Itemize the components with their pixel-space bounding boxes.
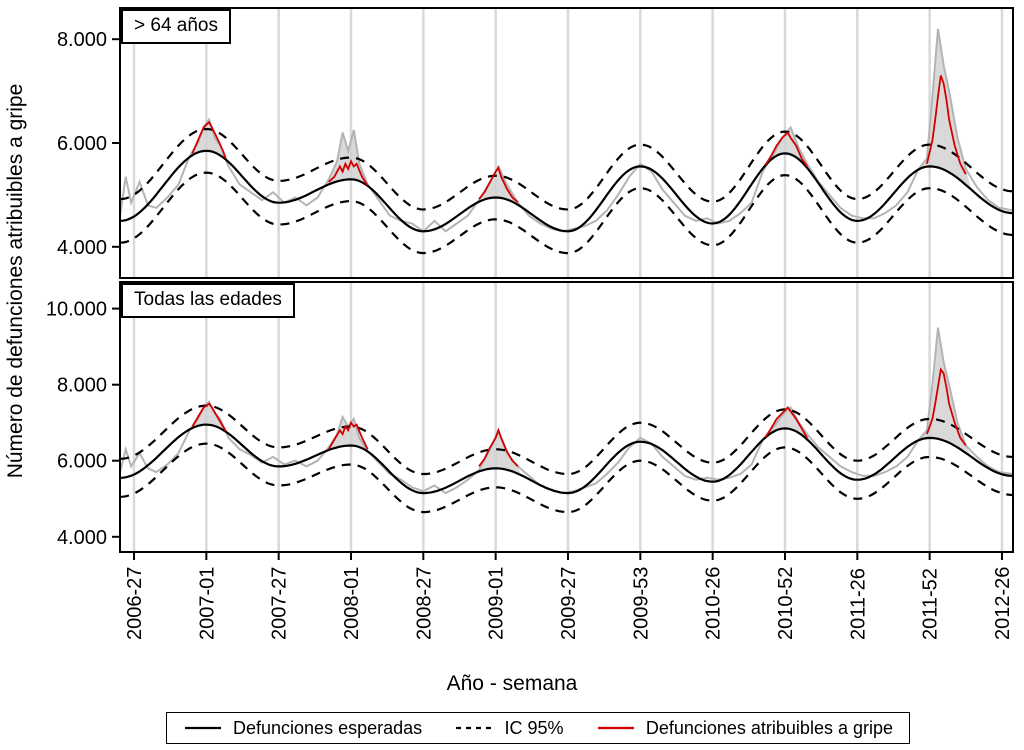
legend-item-ci95: IC 95% [454,717,564,739]
y-tick-label: 10.000 [46,299,107,321]
attributable-deaths-line [478,427,519,468]
attributable-line-swatch [597,726,634,730]
legend-label-expected: Defunciones esperadas [233,717,423,738]
ci95-line-swatch [456,726,493,730]
panel-title-over-64: > 64 años [121,9,231,44]
excess-shade-area [762,127,810,172]
y-tick-label: 6.000 [57,451,107,473]
excess-shade-area [476,166,521,207]
legend-item-expected: Defunciones esperadas [183,718,422,739]
ci95-upper-line [120,404,1014,476]
excess-shade-area [476,430,521,475]
attributable-deaths-line [328,158,369,187]
x-tick-label: 2009-01 [486,567,508,640]
legend-label-attributable: Defunciones atribuibles a gripe [645,717,893,738]
attributable-deaths-line [926,75,967,175]
y-tick-label: 8.000 [57,375,107,397]
legend: Defunciones esperadas IC 95% Defunciones… [166,712,910,744]
ci95-lower-line [120,442,1014,514]
x-tick-label: 2007-27 [269,567,291,640]
legend-item-attributable: Defunciones atribuibles a gripe [596,718,893,739]
attributable-deaths-line [191,120,227,159]
observed-deaths-line [119,327,1014,495]
expected-deaths-line [120,149,1014,233]
attributable-deaths-line [191,402,227,432]
ci95-upper-line [120,127,1014,211]
x-tick-label: 2011-52 [920,568,942,640]
x-tick-label: 2008-01 [341,567,363,640]
x-tick-label: 2008-27 [413,567,435,640]
expected-deaths-line [120,423,1014,495]
excess-shade-area [326,417,371,454]
x-tick-label: 2010-26 [703,567,725,640]
excess-shade-area [915,28,972,190]
excess-shade-area [762,407,810,443]
expected-line-swatch [185,726,221,730]
x-tick-label: 2007-01 [196,567,218,640]
attributable-deaths-line [764,131,808,167]
attributable-deaths-line [478,165,519,203]
attributable-deaths-line [926,367,967,447]
excess-shade-area [326,130,371,189]
panel-title-all-ages: Todas las edades [121,283,295,318]
x-tick-label: 2009-27 [558,567,580,640]
attributable-deaths-line [764,406,808,439]
observed-deaths-line [119,28,1014,233]
x-tick-label: 2011-26 [847,568,869,640]
y-tick-label: 4.000 [57,527,107,549]
legend-label-ci95: IC 95% [504,717,564,738]
y-tick-label: 8.000 [57,29,107,51]
y-tick-label: 6.000 [57,133,107,155]
x-tick-label: 2010-52 [775,567,797,640]
x-tick-label: 2006-27 [124,567,146,640]
ci95-lower-line [120,171,1014,255]
attributable-deaths-line [327,420,369,450]
excess-shade-area [189,119,229,167]
panel-frame [119,281,1014,553]
excess-shade-area [189,401,229,438]
panel-frame [119,7,1014,279]
y-axis-label: Número de defunciones atribuibles a grip… [4,83,27,479]
x-axis-label: Año - semana [446,672,578,695]
x-tick-label: 2009-53 [630,567,652,640]
x-tick-label: 2012-26 [992,567,1014,640]
y-tick-label: 4.000 [57,237,107,259]
